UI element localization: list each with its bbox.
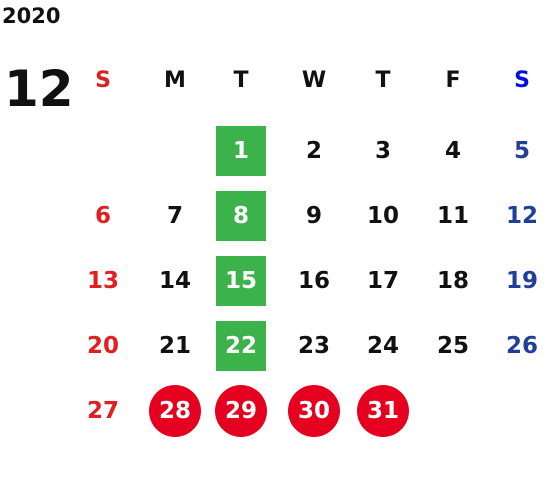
day: 14 [158, 268, 191, 294]
day: 25 [436, 333, 469, 359]
day: 26 [505, 333, 538, 359]
day: 31 [357, 385, 409, 437]
day: 20 [86, 333, 119, 359]
day: 3 [374, 138, 391, 164]
day: 29 [215, 385, 267, 437]
day: 6 [94, 203, 111, 229]
weekday-label: S [514, 67, 530, 93]
day: 9 [305, 203, 322, 229]
day: 16 [297, 268, 330, 294]
day: 28 [149, 385, 201, 437]
day: 1 [216, 126, 266, 176]
day: 27 [86, 398, 119, 424]
day: 4 [444, 138, 461, 164]
day: 18 [436, 268, 469, 294]
weekday-label: F [445, 67, 461, 93]
day: 23 [297, 333, 330, 359]
day: 8 [216, 191, 266, 241]
day: 12 [505, 203, 538, 229]
day: 5 [513, 138, 530, 164]
day: 2 [305, 138, 322, 164]
day: 15 [216, 256, 266, 306]
day: 24 [366, 333, 399, 359]
month: 12 [4, 60, 74, 118]
year: 2020 [2, 4, 61, 28]
day: 7 [166, 203, 183, 229]
weekday-label: S [95, 67, 111, 93]
day: 22 [216, 321, 266, 371]
day: 10 [366, 203, 399, 229]
weekday-label: T [375, 67, 391, 93]
day: 19 [505, 268, 538, 294]
day: 11 [436, 203, 469, 229]
weekday-label: T [233, 67, 249, 93]
day: 13 [86, 268, 119, 294]
weekday-label: M [164, 67, 186, 93]
day: 17 [366, 268, 399, 294]
day: 30 [288, 385, 340, 437]
weekday-label: W [301, 67, 327, 93]
day: 21 [158, 333, 191, 359]
